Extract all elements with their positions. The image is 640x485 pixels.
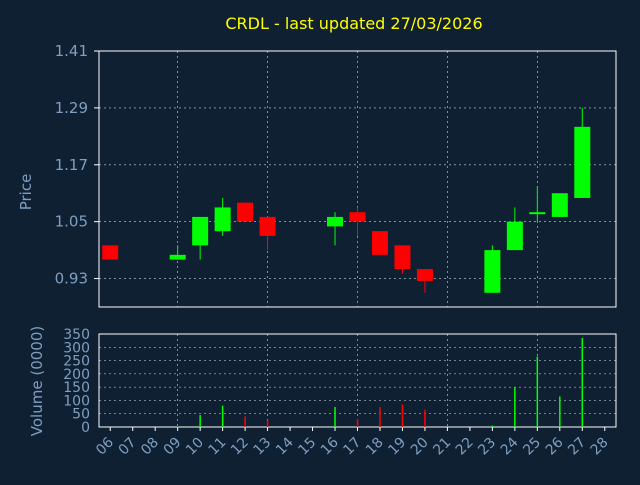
- candle-body: [349, 212, 366, 222]
- price-tick-label: 0.93: [55, 270, 88, 288]
- volume-bar: [356, 419, 359, 427]
- candle-body: [506, 221, 523, 251]
- volume-bar: [221, 405, 224, 427]
- volume-tick-label: 0: [81, 420, 90, 436]
- day-tick-label: 22: [453, 435, 477, 459]
- volume-tick-label: 100: [63, 393, 90, 409]
- candle-body: [371, 231, 388, 255]
- day-tick-label: 21: [430, 435, 454, 459]
- day-tick-label: 26: [543, 434, 567, 458]
- day-tick-label: 27: [565, 435, 589, 459]
- day-tick-label: 07: [116, 435, 140, 459]
- day-tick-label: 17: [340, 435, 364, 459]
- candle-body: [574, 126, 591, 198]
- price-frame: [98, 50, 617, 308]
- day-tick-label: 09: [161, 435, 185, 459]
- candle-body: [327, 216, 344, 227]
- volume-bar: [491, 425, 494, 427]
- day-tick-label: 23: [475, 435, 499, 459]
- volume-tick-label: 300: [63, 340, 90, 356]
- volume-tick-label: 250: [63, 354, 90, 370]
- volume-bar: [401, 404, 404, 427]
- candle-body: [237, 202, 254, 222]
- candle-body: [551, 193, 568, 217]
- volume-bar: [514, 387, 516, 427]
- volume-bar: [199, 415, 201, 427]
- price-tick-label: 1.17: [55, 156, 88, 174]
- candle-body: [529, 212, 546, 215]
- day-tick-label: 18: [363, 435, 387, 459]
- volume-bar: [176, 426, 179, 427]
- candle-body: [259, 216, 276, 236]
- day-axis-label: Day: [333, 460, 361, 476]
- candle-body: [169, 254, 186, 260]
- day-tick-label: 11: [206, 435, 230, 459]
- day-tick-label: 08: [138, 435, 162, 459]
- candle-body: [214, 207, 231, 232]
- day-tick-label: 15: [295, 435, 319, 459]
- candle-body: [394, 245, 411, 270]
- price-tick-label: 1.05: [55, 213, 88, 231]
- price-tick-label: 1.29: [55, 99, 88, 117]
- day-tick-label: 20: [408, 435, 432, 459]
- volume-bar: [581, 337, 584, 427]
- day-tick-label: 12: [228, 435, 252, 459]
- volume-bar: [424, 409, 426, 427]
- candle-body: [416, 269, 433, 281]
- volume-bar: [266, 420, 269, 427]
- day-axis: 0607080910111213141516171819202122232425…: [93, 427, 612, 459]
- day-tick-label: 19: [385, 435, 409, 459]
- price-axis-label: Price: [17, 174, 35, 211]
- day-tick-label: 25: [520, 435, 544, 459]
- day-tick-label: 10: [183, 435, 207, 459]
- volume-tick-label: 350: [63, 327, 90, 343]
- volume-tick-label: 50: [72, 407, 90, 423]
- volume-bar: [379, 407, 381, 427]
- volume-bar: [536, 356, 539, 427]
- day-tick-label: 13: [250, 435, 274, 459]
- candle-body: [484, 250, 501, 293]
- volume-tick-label: 200: [63, 367, 90, 383]
- price-tick-label: 1.41: [55, 42, 88, 60]
- price-panel: 0.93 1.05 1.17 1.29 1.41: [55, 42, 617, 308]
- volume-bar: [559, 396, 561, 427]
- candle-body: [192, 216, 209, 246]
- volume-bar: [334, 407, 336, 427]
- day-tick-label: 14: [273, 434, 297, 458]
- day-tick-label: 24: [498, 434, 522, 458]
- volume-tick-label: 150: [63, 380, 90, 396]
- volume-bar: [244, 416, 246, 427]
- day-tick-label: 06: [93, 434, 117, 458]
- day-tick-label: 28: [588, 435, 612, 459]
- volume-axis-label: Volume (0000): [28, 326, 46, 436]
- day-tick-label: 16: [318, 434, 342, 458]
- chart-title: CRDL - last updated 27/03/2026: [225, 14, 482, 33]
- candle-body: [102, 245, 119, 260]
